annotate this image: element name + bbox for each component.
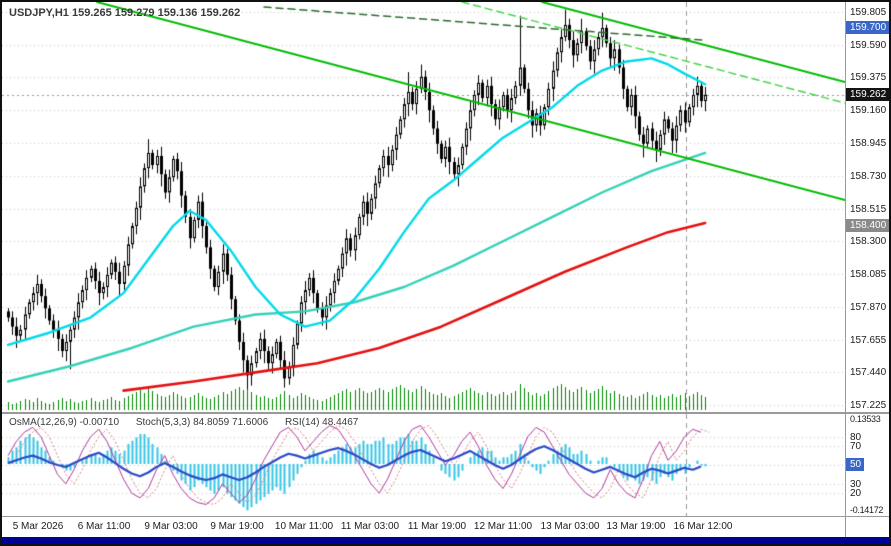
price-axis[interactable]: 159.805 159.590 159.375 159.160 158.945 158.7… xyxy=(845,2,890,537)
time-axis[interactable]: 5 Mar 2026 6 Mar 11:00 9 Mar 03:00 9 Mar 19… xyxy=(2,517,845,537)
time-axis-label: 5 Mar 2026 xyxy=(12,521,64,532)
time-axis-label: 13 Mar 19:00 xyxy=(606,521,666,532)
price-axis-label: 158.300 xyxy=(850,236,887,248)
indicator-axis-label: 0.13533 xyxy=(850,414,881,424)
price-axis-label: 159.805 xyxy=(850,6,887,18)
pane-separator-bottom[interactable] xyxy=(2,516,889,517)
price-axis-label: 158.730 xyxy=(850,170,887,182)
time-axis-label: 12 Mar 11:00 xyxy=(473,521,533,532)
price-axis-label: 157.440 xyxy=(850,367,887,379)
time-axis-label: 16 Mar 12:00 xyxy=(673,521,733,532)
price-axis-label: 157.655 xyxy=(850,334,887,346)
indicator-axis-label: -0.14172 xyxy=(850,505,884,515)
price-axis-label: 157.225 xyxy=(850,400,887,412)
indicator-chart-canvas[interactable] xyxy=(2,414,845,516)
time-axis-label: 6 Mar 11:00 xyxy=(77,521,131,532)
time-axis-label: 11 Mar 19:00 xyxy=(407,521,467,532)
price-level-badge: 158.400 xyxy=(846,219,890,233)
time-axis-label: 11 Mar 03:00 xyxy=(340,521,400,532)
indicator-axis-label: 30 xyxy=(850,479,862,490)
price-axis-label: 158.515 xyxy=(850,203,887,215)
time-axis-label: 9 Mar 19:00 xyxy=(210,521,264,532)
price-axis-label: 158.945 xyxy=(850,137,887,149)
indicator-axis-label: 80 xyxy=(850,432,862,443)
price-axis-label: 159.590 xyxy=(850,39,887,51)
indicator-level-badge: 50 xyxy=(846,458,865,471)
indicator-axis-label: 70 xyxy=(850,441,862,452)
price-axis-label: 159.160 xyxy=(850,105,887,117)
price-axis-label: 157.870 xyxy=(850,301,887,313)
price-axis-label: 159.375 xyxy=(850,72,887,84)
time-axis-label: 13 Mar 03:00 xyxy=(540,521,600,532)
pane-separator[interactable] xyxy=(2,412,889,414)
main-chart-canvas[interactable] xyxy=(2,2,845,412)
indicator-axis-label: 20 xyxy=(850,488,862,499)
price-axis-label: 158.085 xyxy=(850,269,887,281)
time-axis-label: 9 Mar 03:00 xyxy=(144,521,198,532)
price-level-badge: 159.700 xyxy=(846,20,890,34)
current-price-badge: 159.262 xyxy=(846,87,890,101)
time-axis-label: 10 Mar 11:00 xyxy=(274,521,334,532)
window-bottom-strip xyxy=(2,537,889,544)
